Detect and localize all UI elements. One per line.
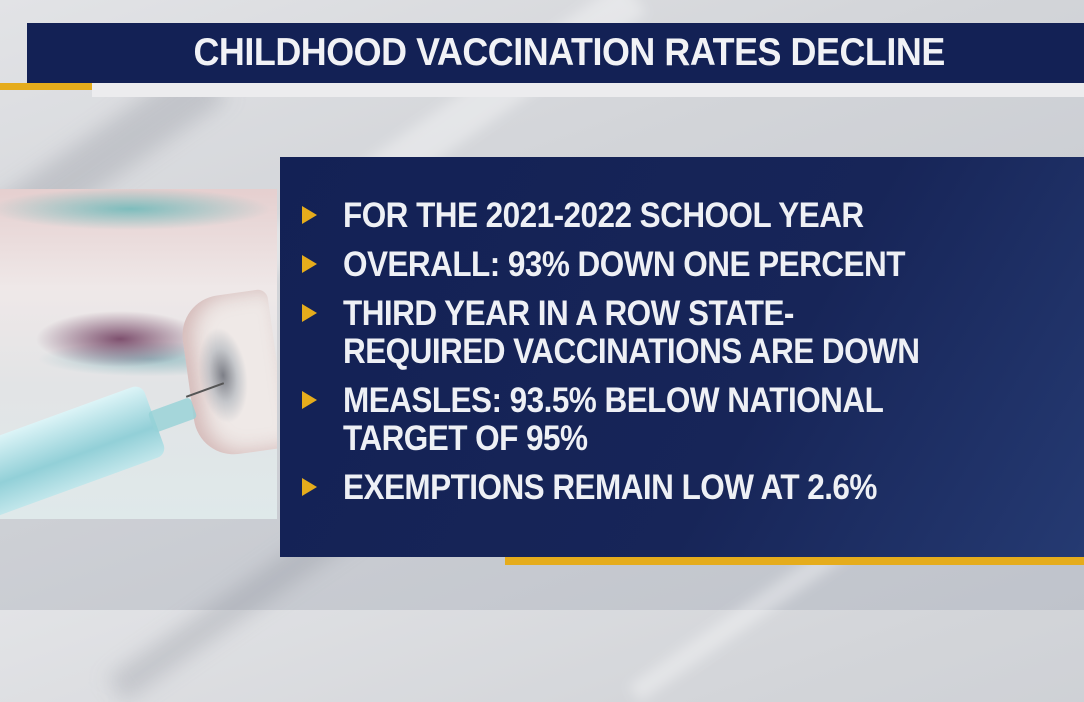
triangle-right-icon — [302, 255, 317, 273]
triangle-right-icon — [302, 206, 317, 224]
gold-accent-stripe-bottom — [505, 557, 1084, 565]
triangle-right-icon — [302, 391, 317, 409]
bullet-text: OVERALL: 93% DOWN ONE PERCENT — [343, 245, 905, 284]
vaccine-photo — [0, 189, 277, 519]
title-underline-strip — [92, 83, 1084, 97]
bullet-item: MEASLES: 93.5% BELOW NATIONAL TARGET OF … — [302, 382, 1074, 458]
bullet-line: MEASLES: 93.5% BELOW NATIONAL — [343, 381, 884, 420]
page-title: CHILDHOOD VACCINATION RATES DECLINE — [193, 31, 946, 74]
syringe-tip — [147, 396, 198, 434]
bullet-item: THIRD YEAR IN A ROW STATE- REQUIRED VACC… — [302, 295, 1074, 371]
triangle-right-icon — [302, 304, 317, 322]
facts-panel: FOR THE 2021-2022 SCHOOL YEAR OVERALL: 9… — [280, 157, 1084, 557]
triangle-right-icon — [302, 478, 317, 496]
bullet-line: TARGET OF 95% — [343, 419, 588, 458]
bullet-text: FOR THE 2021-2022 SCHOOL YEAR — [343, 196, 864, 235]
bullet-line: REQUIRED VACCINATIONS ARE DOWN — [343, 332, 920, 371]
gold-accent-stripe — [0, 83, 92, 90]
bullet-item: EXEMPTIONS REMAIN LOW AT 2.6% — [302, 469, 1074, 507]
bullet-line: THIRD YEAR IN A ROW STATE- — [343, 294, 794, 333]
syringe-image — [0, 383, 168, 519]
bullet-text: EXEMPTIONS REMAIN LOW AT 2.6% — [343, 468, 877, 507]
bullet-item: FOR THE 2021-2022 SCHOOL YEAR — [302, 197, 1074, 235]
vial-image — [177, 288, 277, 460]
bullet-list: FOR THE 2021-2022 SCHOOL YEAR OVERALL: 9… — [302, 197, 1074, 518]
bullet-text: MEASLES: 93.5% BELOW NATIONAL TARGET OF … — [343, 381, 884, 458]
bullet-item: OVERALL: 93% DOWN ONE PERCENT — [302, 246, 1074, 284]
bullet-text: THIRD YEAR IN A ROW STATE- REQUIRED VACC… — [343, 294, 920, 371]
title-banner: CHILDHOOD VACCINATION RATES DECLINE — [27, 23, 1084, 83]
